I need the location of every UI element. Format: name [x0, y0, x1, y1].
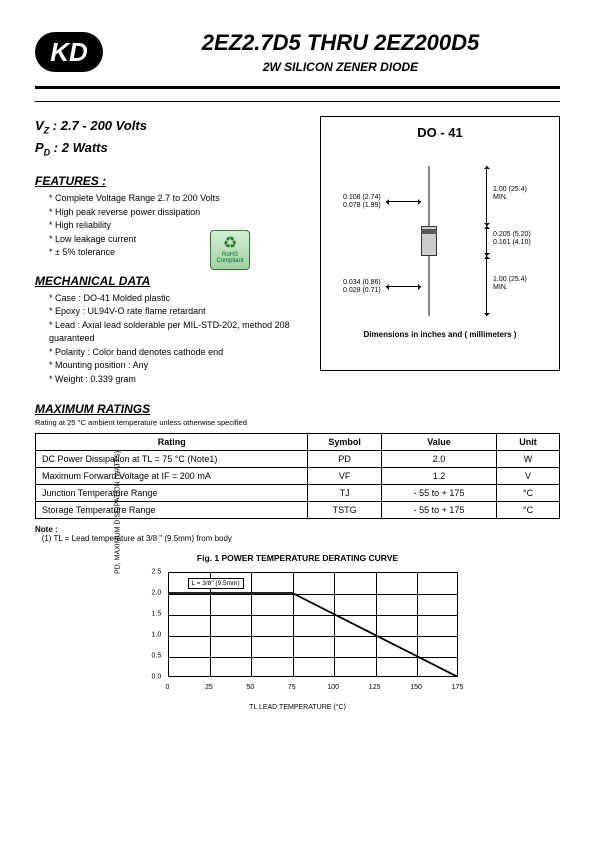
derating-chart: PD, MAXIMUM DISSIPATION (WATTS) TL LEAD … — [128, 567, 468, 697]
dim-label: 0.108 (2.74)0.078 (1.99) — [343, 194, 381, 209]
rohs-line2: Compliant — [216, 258, 243, 264]
brand-logo: KD — [35, 32, 103, 72]
table-cell: - 55 to + 175 — [381, 485, 496, 502]
pd-value: : 2 Watts — [50, 140, 108, 155]
col-symbol: Symbol — [308, 434, 381, 451]
table-cell: Junction Temperature Range — [36, 485, 308, 502]
x-tick: 125 — [369, 684, 381, 691]
col-value: Value — [381, 434, 496, 451]
ratings-sub: Rating at 25 °C ambient temperature unle… — [35, 418, 560, 427]
table-cell: TJ — [308, 485, 381, 502]
list-item: ± 5% tolerance — [49, 246, 304, 260]
x-tick: 150 — [410, 684, 422, 691]
features-heading: FEATURES : — [35, 174, 304, 188]
list-item: Mounting position : Any — [49, 359, 304, 373]
cathode-band — [421, 229, 437, 234]
package-footer: Dimensions in inches and ( millimeters ) — [331, 330, 549, 339]
table-cell: W — [497, 451, 560, 468]
y-tick: 0.5 — [152, 653, 162, 660]
leaf-icon: ♻ — [223, 236, 237, 252]
note-text: (1) TL = Lead temperature at 3/8 " (9.5m… — [42, 534, 232, 543]
list-item: High peak reverse power dissipation — [49, 206, 304, 220]
y-tick: 2.5 — [152, 569, 162, 576]
table-cell: VF — [308, 468, 381, 485]
table-cell: Storage Temperature Range — [36, 502, 308, 519]
list-item: Complete Voltage Range 2.7 to 200 Volts — [49, 192, 304, 206]
list-item: Weight : 0.339 gram — [49, 373, 304, 387]
dim-label: 0.034 (0.86)0.028 (0.71) — [343, 279, 381, 294]
x-tick: 50 — [246, 684, 254, 691]
dim-label: 1.00 (25.4)MIN. — [493, 276, 527, 291]
lead-top — [428, 166, 430, 226]
x-tick: 25 — [205, 684, 213, 691]
list-item: Epoxy : UL94V-O rate flame retardant — [49, 305, 304, 319]
dim-arrow — [386, 286, 421, 287]
chart-legend: L = 3/8" (9.5mm) — [188, 578, 244, 589]
y-tick: 0.0 — [152, 674, 162, 681]
list-item: Polarity : Color band denotes cathode en… — [49, 346, 304, 360]
pd-label: P — [35, 140, 44, 155]
table-cell: V — [497, 468, 560, 485]
package-diagram: 0.108 (2.74)0.078 (1.99) 1.00 (25.4)MIN.… — [331, 146, 549, 326]
y-axis-label: PD, MAXIMUM DISSIPATION (WATTS) — [114, 451, 121, 574]
table-cell: °C — [497, 502, 560, 519]
package-panel: DO - 41 0.108 (2.74)0.078 (1.99) 1.00 (2… — [320, 116, 560, 371]
table-cell: 1.2 — [381, 468, 496, 485]
y-tick: 1.5 — [152, 611, 162, 618]
x-axis-label: TL LEAD TEMPERATURE (°C) — [249, 704, 346, 711]
list-item: Low leakage current — [49, 233, 304, 247]
page-title: 2EZ2.7D5 THRU 2EZ200D5 — [121, 30, 560, 56]
table-cell: °C — [497, 485, 560, 502]
y-tick: 2.0 — [152, 590, 162, 597]
ratings-heading: MAXIMUM RATINGS — [35, 402, 560, 416]
list-item: Case : DO-41 Molded plastic — [49, 292, 304, 306]
dim-label: 1.00 (25.4)MIN. — [493, 186, 527, 201]
mechanical-list: Case : DO-41 Molded plastic Epoxy : UL94… — [35, 292, 304, 387]
dim-arrow — [386, 201, 421, 202]
divider — [35, 101, 560, 102]
dim-arrow — [486, 226, 487, 256]
header: KD 2EZ2.7D5 THRU 2EZ200D5 2W SILICON ZEN… — [35, 30, 560, 89]
table-cell: Maximum Forward Voltage at IF = 200 mA — [36, 468, 308, 485]
key-specs: VZ : 2.7 - 200 Volts PD : 2 Watts — [35, 116, 304, 160]
rohs-badge: ♻ RoHS Compliant — [210, 230, 250, 270]
table-cell: TSTG — [308, 502, 381, 519]
dim-label: 0.205 (5.20)0.161 (4.10) — [493, 231, 531, 246]
title-block: 2EZ2.7D5 THRU 2EZ200D5 2W SILICON ZENER … — [121, 30, 560, 74]
note-heading: Note : — [35, 525, 58, 534]
x-tick: 0 — [166, 684, 170, 691]
lead-bottom — [428, 256, 430, 316]
dim-arrow — [486, 256, 487, 316]
y-tick: 1.0 — [152, 632, 162, 639]
page-subtitle: 2W SILICON ZENER DIODE — [121, 60, 560, 74]
col-unit: Unit — [497, 434, 560, 451]
dim-arrow — [486, 166, 487, 226]
vz-label: V — [35, 118, 44, 133]
mechanical-heading: MECHANICAL DATA — [35, 274, 304, 288]
package-title: DO - 41 — [331, 125, 549, 140]
x-tick: 100 — [327, 684, 339, 691]
table-cell: PD — [308, 451, 381, 468]
col-rating: Rating — [36, 434, 308, 451]
x-tick: 175 — [452, 684, 464, 691]
table-cell: - 55 to + 175 — [381, 502, 496, 519]
list-item: High reliability — [49, 219, 304, 233]
x-tick: 75 — [288, 684, 296, 691]
vz-value: : 2.7 - 200 Volts — [49, 118, 147, 133]
table-cell: DC Power Dissipation at TL = 75 °C (Note… — [36, 451, 308, 468]
list-item: Lead : Axial lead solderable per MIL-STD… — [49, 319, 304, 346]
table-cell: 2.0 — [381, 451, 496, 468]
features-list: Complete Voltage Range 2.7 to 200 Volts … — [35, 192, 304, 260]
